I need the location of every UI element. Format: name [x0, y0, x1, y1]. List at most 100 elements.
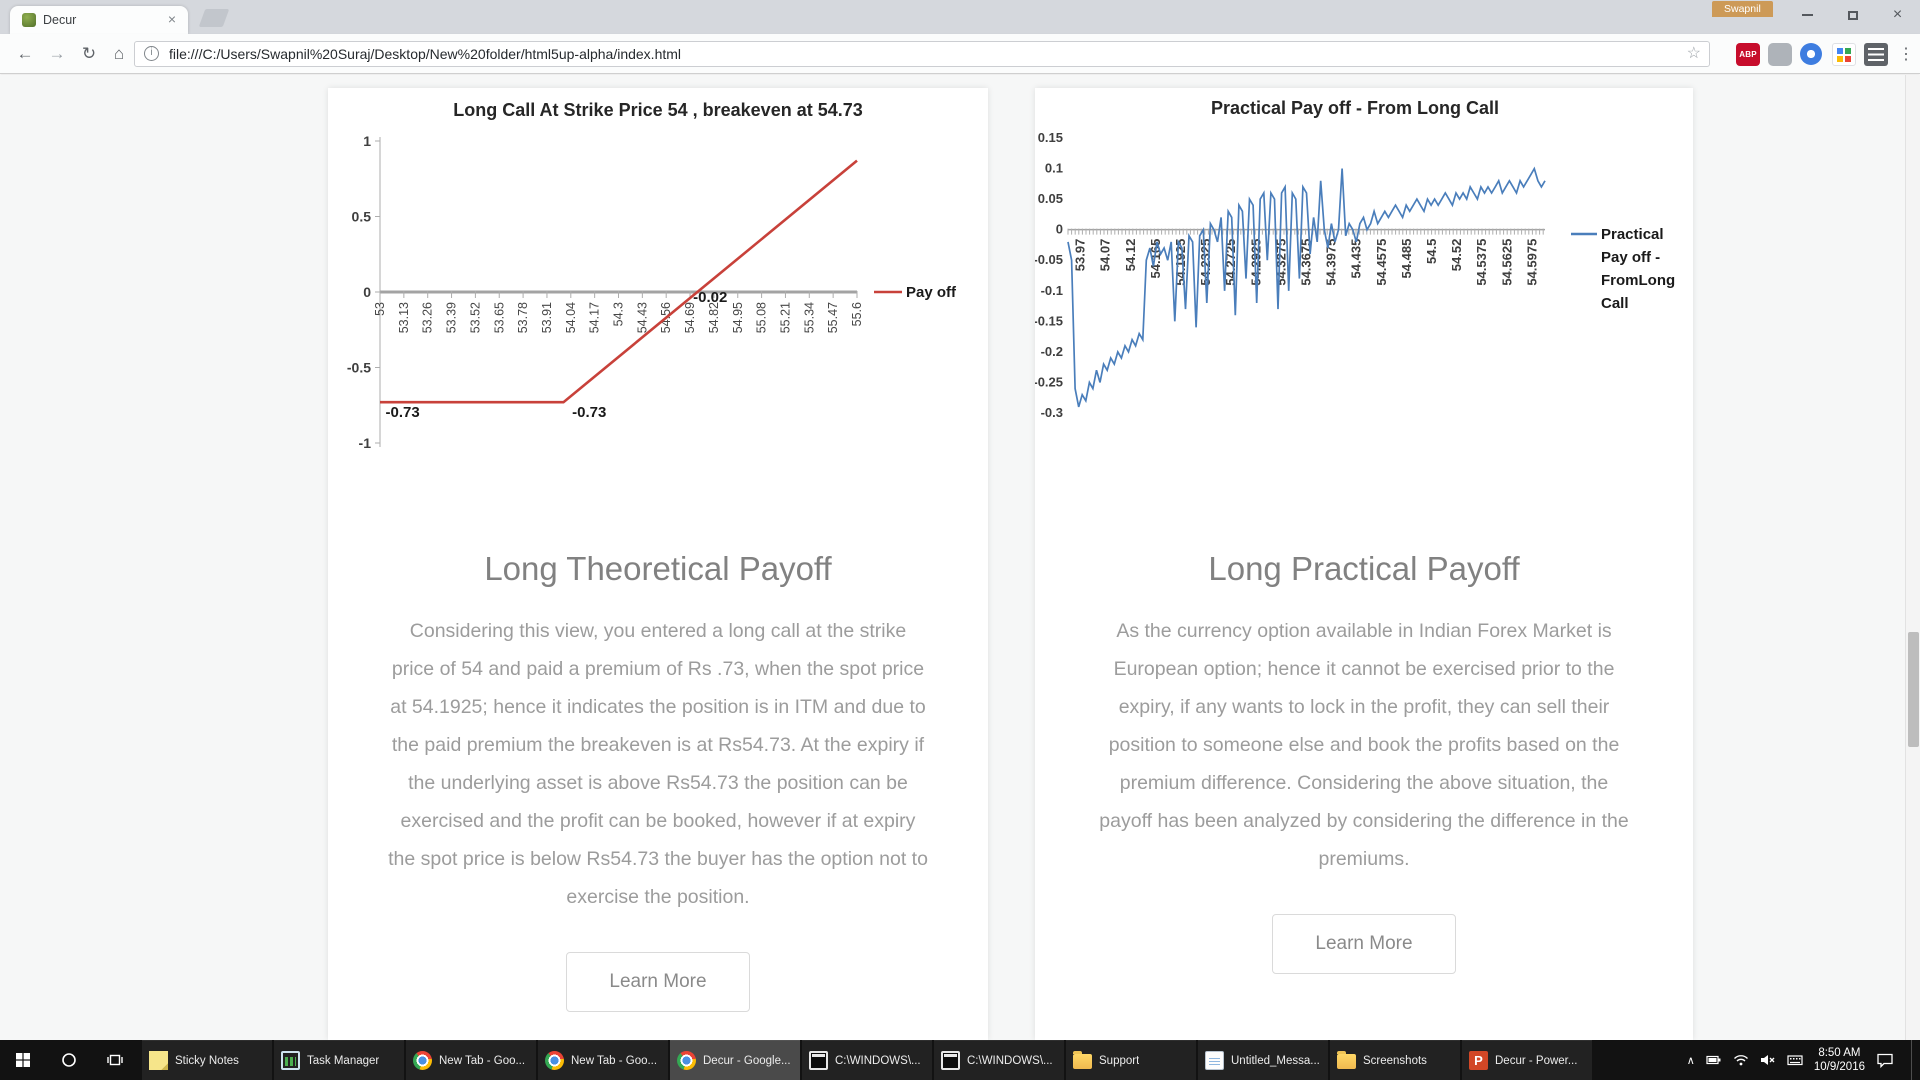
- scrollbar-thumb[interactable]: [1908, 632, 1919, 747]
- url-text: file:///C:/Users/Swapnil%20Suraj/Desktop…: [169, 46, 682, 62]
- taskbar-app-folder[interactable]: Support: [1066, 1040, 1196, 1080]
- profile-badge[interactable]: Swapnil: [1712, 1, 1773, 17]
- task-view-icon: [107, 1054, 123, 1066]
- back-button[interactable]: ←: [16, 44, 34, 63]
- address-bar[interactable]: i file:///C:/Users/Swapnil%20Suraj/Deskt…: [134, 41, 1710, 67]
- y-tick-label: -0.1: [1041, 283, 1063, 298]
- tab-close-icon[interactable]: ×: [167, 11, 177, 27]
- tab-title: Decur: [43, 13, 77, 27]
- taskbar-app-powerpoint[interactable]: Decur - Power...: [1462, 1040, 1592, 1080]
- taskbar-apps: Sticky Notes Task Manager New Tab - Goo...…: [142, 1040, 1592, 1080]
- task-view-button[interactable]: [92, 1040, 138, 1080]
- payoff-line: [380, 159, 858, 404]
- y-tick-label: 1: [363, 133, 371, 149]
- minimize-icon: [1802, 14, 1813, 16]
- practical-payoff-card: Practical Pay off - From Long Call 0.15 0.…: [1035, 88, 1693, 1040]
- legend-label: Practical: [1601, 226, 1664, 243]
- y-tick-label: -0.5: [347, 360, 371, 376]
- data-label: -0.73: [572, 404, 606, 421]
- taskbar-app-chrome[interactable]: Decur - Google...: [670, 1040, 800, 1080]
- x-tick-label: 54.52: [1449, 239, 1464, 272]
- y-tick-label: -0.25: [1035, 374, 1063, 389]
- taskbar-app-label: Task Manager: [307, 1054, 380, 1067]
- x-tick-label: 53.52: [468, 302, 482, 333]
- taskbar-app-label: Decur - Google...: [703, 1054, 791, 1067]
- y-tick-label: 0.1: [1045, 161, 1063, 176]
- battery-icon[interactable]: [1706, 1052, 1722, 1068]
- new-tab-button[interactable]: [198, 9, 230, 27]
- x-tick-label: 54.3975: [1324, 239, 1339, 286]
- x-tick-label: 55.34: [802, 302, 816, 333]
- browser-tab[interactable]: Decur ×: [10, 6, 188, 34]
- action-center-icon[interactable]: [1876, 1051, 1894, 1069]
- extension-icon-3[interactable]: [1800, 43, 1822, 65]
- x-tick-label: 54.5625: [1499, 239, 1514, 286]
- adblock-extension-icon[interactable]: ABP: [1736, 43, 1760, 66]
- x-tick-label: 54.07: [1098, 239, 1113, 272]
- volume-muted-icon[interactable]: [1760, 1052, 1776, 1068]
- section-paragraph-left: Considering this view, you entered a lon…: [388, 620, 928, 908]
- taskbar-app-cmd[interactable]: C:\WINDOWS\...: [934, 1040, 1064, 1080]
- taskbar-app-sticky-notes[interactable]: Sticky Notes: [142, 1040, 272, 1080]
- x-tick-label: 54.04: [564, 302, 578, 333]
- keyboard-icon[interactable]: [1787, 1052, 1803, 1068]
- show-desktop-button[interactable]: [1911, 1040, 1916, 1080]
- page-scrollbar[interactable]: [1905, 75, 1920, 1040]
- home-button[interactable]: ⌂: [113, 44, 125, 63]
- taskbar-app-task-manager[interactable]: Task Manager: [274, 1040, 404, 1080]
- browser-menu-icon[interactable]: ⋮: [1898, 46, 1914, 63]
- x-tick-label: 53.65: [492, 302, 506, 333]
- x-tick-label: 54.12: [1123, 239, 1138, 272]
- network-icon[interactable]: [1733, 1052, 1749, 1068]
- search-button[interactable]: [46, 1040, 92, 1080]
- folder-icon: [1337, 1051, 1356, 1069]
- x-tick-label: 53.78: [516, 302, 530, 333]
- minimize-button[interactable]: [1785, 0, 1830, 30]
- maximize-button[interactable]: [1830, 0, 1875, 30]
- taskbar-app-cmd[interactable]: C:\WINDOWS\...: [802, 1040, 932, 1080]
- learn-more-button-right[interactable]: Learn More: [1272, 914, 1456, 974]
- taskbar-app-chrome[interactable]: New Tab - Goo...: [538, 1040, 668, 1080]
- taskbar-app-label: New Tab - Goo...: [571, 1054, 658, 1067]
- taskbar-app-label: Support: [1099, 1054, 1140, 1067]
- y-tick-label: -0.05: [1035, 252, 1063, 267]
- browser-tab-strip: Decur × Swapnil ×: [0, 0, 1920, 34]
- page-content: Long Call At Strike Price 54 , breakeven…: [0, 75, 1920, 1040]
- practical-payoff-chart: Practical Pay off - From Long Call 0.15 0.…: [1035, 98, 1675, 420]
- taskbar-app-label: Sticky Notes: [175, 1054, 239, 1067]
- cmd-icon: [941, 1051, 960, 1070]
- bookmark-star-icon[interactable]: ☆: [1686, 45, 1701, 62]
- forward-button[interactable]: →: [48, 44, 66, 63]
- y-tick-label: 0.05: [1038, 191, 1063, 206]
- close-button[interactable]: ×: [1875, 0, 1920, 30]
- taskbar-app-chrome[interactable]: New Tab - Goo...: [406, 1040, 536, 1080]
- taskbar-app-folder[interactable]: Screenshots: [1330, 1040, 1460, 1080]
- x-tick-label: 53.26: [421, 302, 435, 333]
- taskbar-app-label: C:\WINDOWS\...: [835, 1054, 921, 1067]
- notepad-icon: [1205, 1051, 1224, 1070]
- learn-more-button-left[interactable]: Learn More: [566, 952, 750, 1012]
- search-icon: [62, 1053, 76, 1067]
- y-tick-label: 0.5: [352, 209, 372, 225]
- practical-payoff-line: [1067, 166, 1546, 408]
- windows-logo-icon: [16, 1053, 30, 1067]
- section-heading-left: Long Theoretical Payoff: [484, 550, 832, 587]
- tray-chevron-icon[interactable]: ∧: [1686, 1054, 1695, 1067]
- chart-title: Practical Pay off - From Long Call: [1211, 98, 1499, 118]
- reload-button[interactable]: ↻: [81, 44, 97, 63]
- x-tick-label: 54.485: [1399, 239, 1414, 279]
- x-tick-label: 54.17: [588, 302, 602, 333]
- extension-icon-4[interactable]: [1832, 43, 1856, 66]
- extension-icon-5[interactable]: [1864, 43, 1888, 66]
- start-button[interactable]: [0, 1040, 46, 1080]
- x-tick-label: 54.82: [707, 302, 721, 333]
- x-tick-label: 54.5975: [1524, 239, 1539, 286]
- theoretical-payoff-card: Long Call At Strike Price 54 , breakeven…: [328, 88, 988, 1040]
- taskbar-app-notepad[interactable]: Untitled_Messa...: [1198, 1040, 1328, 1080]
- extension-icon-2[interactable]: [1768, 43, 1792, 66]
- taskbar-clock[interactable]: 8:50 AM 10/9/2016: [1814, 1046, 1865, 1074]
- cmd-icon: [809, 1051, 828, 1070]
- chrome-icon: [413, 1051, 432, 1070]
- page-info-icon[interactable]: i: [144, 46, 159, 61]
